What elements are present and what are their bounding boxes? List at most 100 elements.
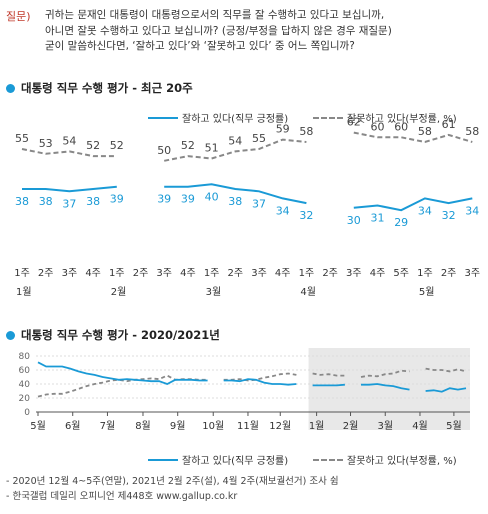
disapprove-line-1 [223,372,297,382]
month-tick-label: 9월 [170,420,186,432]
approve-line-1 [164,183,307,205]
approve-data-label: 39 [110,193,124,206]
disapprove-data-label: 61 [442,118,456,131]
approve-data-label: 39 [181,193,195,206]
disapprove-data-label: 58 [299,125,313,138]
x-tick-label: 4주 [180,268,196,279]
x-tick-label: 3주 [156,268,172,279]
approve-data-label: 32 [442,209,456,222]
x-tick-label: 3주 [465,268,481,279]
section2-title-text: 대통령 직무 수행 평가 - 2020/2021년 [21,328,220,342]
disapprove-data-label: 60 [394,120,408,133]
section1-title-text: 대통령 직무 수행 평가 - 최근 20주 [21,81,193,95]
x-tick-label: 5주 [393,268,409,279]
y-tick-label: 80 [19,352,31,362]
x-tick-label: 3주 [251,268,267,279]
disapprove-line-2 [353,131,473,144]
approve-line-1 [223,378,297,386]
disapprove-data-label: 55 [15,132,29,145]
month-label: 3월 [206,286,222,298]
approve-data-label: 34 [465,204,479,217]
approve-data-label: 38 [15,195,29,208]
month-label: 2월 [111,286,127,298]
legend2-approve: 잘하고 있다(직무 긍정률) [148,452,288,467]
approve-data-label: 40 [205,190,219,203]
x-tick-label: 4주 [85,268,101,279]
month-label: 1월 [16,286,32,298]
x-tick-label: 2주 [441,268,457,279]
month-tick-label: 7월 [100,420,116,432]
approve-data-label: 38 [86,195,100,208]
disapprove-data-label: 52 [110,139,124,152]
approve-data-label: 29 [394,216,408,229]
section1-title: 대통령 직무 수행 평가 - 최근 20주 [6,80,193,96]
disapprove-data-label: 51 [205,141,219,154]
approve-data-label: 37 [62,197,76,210]
approve-data-label: 34 [276,204,290,217]
month-tick-label: 2월 [343,420,359,432]
question-line-3: 굳이 말씀하신다면, ‘잘하고 있다’와 ‘잘못하고 있다’ 중 어느 쪽입니까… [45,40,355,52]
question-line-2: 아니면 잘못 수행하고 있다고 보십니까? (긍정/부정을 답하지 않은 경우 … [45,24,392,37]
approve-line-2 [353,197,473,212]
approve-data-label: 34 [418,204,432,217]
disapprove-data-label: 58 [418,125,432,138]
disapprove-data-label: 60 [371,120,385,133]
disapprove-line-2 [312,372,345,377]
approve-data-label: 37 [252,197,266,210]
x-tick-label: 1주 [204,268,220,279]
month-tick-label: 8월 [135,420,151,432]
disapprove-line-0 [37,374,208,398]
approve-data-label: 38 [228,195,242,208]
month-tick-label: 4월 [412,420,428,432]
solid-line-icon [148,458,178,461]
approve-line-3 [361,383,410,391]
x-tick-label: 2주 [228,268,244,279]
disapprove-data-label: 62 [347,116,361,129]
bullet-icon [6,83,15,93]
x-tick-label: 1주 [299,268,315,279]
legend2-approve-label: 잘하고 있다(직무 긍정률) [182,456,289,467]
month-tick-label: 5월 [30,420,46,432]
question-label: 질문) [6,10,31,23]
disapprove-data-label: 55 [252,132,266,145]
month-tick-label: 12월 [269,420,291,432]
disapprove-data-label: 58 [465,125,479,138]
approve-data-label: 32 [299,209,313,222]
solid-line-icon [148,116,178,119]
dashed-line-icon [313,116,343,119]
approve-line-0 [22,185,117,193]
section2-title: 대통령 직무 수행 평가 - 2020/2021년 [6,327,220,343]
disapprove-line-1 [164,138,307,162]
y-tick-label: 20 [19,394,31,404]
legend1-disapprove-label: 잘못하고 있다(부정률, %) [347,114,457,125]
approve-line-2 [312,383,345,387]
x-tick-label: 1주 [14,268,30,279]
x-tick-label: 3주 [62,268,78,279]
question-line-1: 귀하는 문재인 대통령이 대통령으로서의 직무를 잘 수행하고 있다고 보십니까… [45,9,385,21]
legend1-disapprove: 잘못하고 있다(부정률, %) [313,110,457,125]
approve-data-label: 39 [157,193,171,206]
approve-data-label: 31 [371,211,385,224]
month-tick-label: 6월 [65,420,81,432]
month-label: 5월 [419,286,435,298]
y-tick-label: 40 [19,380,31,390]
question-text: 귀하는 문재인 대통령이 대통령으로서의 직무를 잘 수행하고 있다고 보십니까… [45,8,475,55]
x-tick-label: 2주 [133,268,149,279]
bullet-icon [6,330,15,340]
approve-line-4 [425,387,467,393]
month-tick-label: 1월 [309,420,325,432]
footnote-2: - 한국갤럽 데일리 오피니언 제448호 www.gallup.co.kr [6,491,238,502]
dashed-line-icon [313,458,343,461]
disapprove-data-label: 54 [228,134,242,147]
x-tick-label: 4주 [370,268,386,279]
x-tick-label: 2주 [322,268,338,279]
x-tick-label: 3주 [346,268,362,279]
month-tick-label: 5월 [446,420,462,432]
disapprove-data-label: 59 [276,123,290,136]
approve-data-label: 38 [39,195,53,208]
disapprove-data-label: 52 [86,139,100,152]
year-2021-shading [308,348,470,430]
disapprove-line-0 [21,148,117,158]
chart-recent-20-weeks: 55 53 54 52 52 50 52 51 54 55 59 58 62 60 60 58 61 58 38 38… [14,116,481,298]
